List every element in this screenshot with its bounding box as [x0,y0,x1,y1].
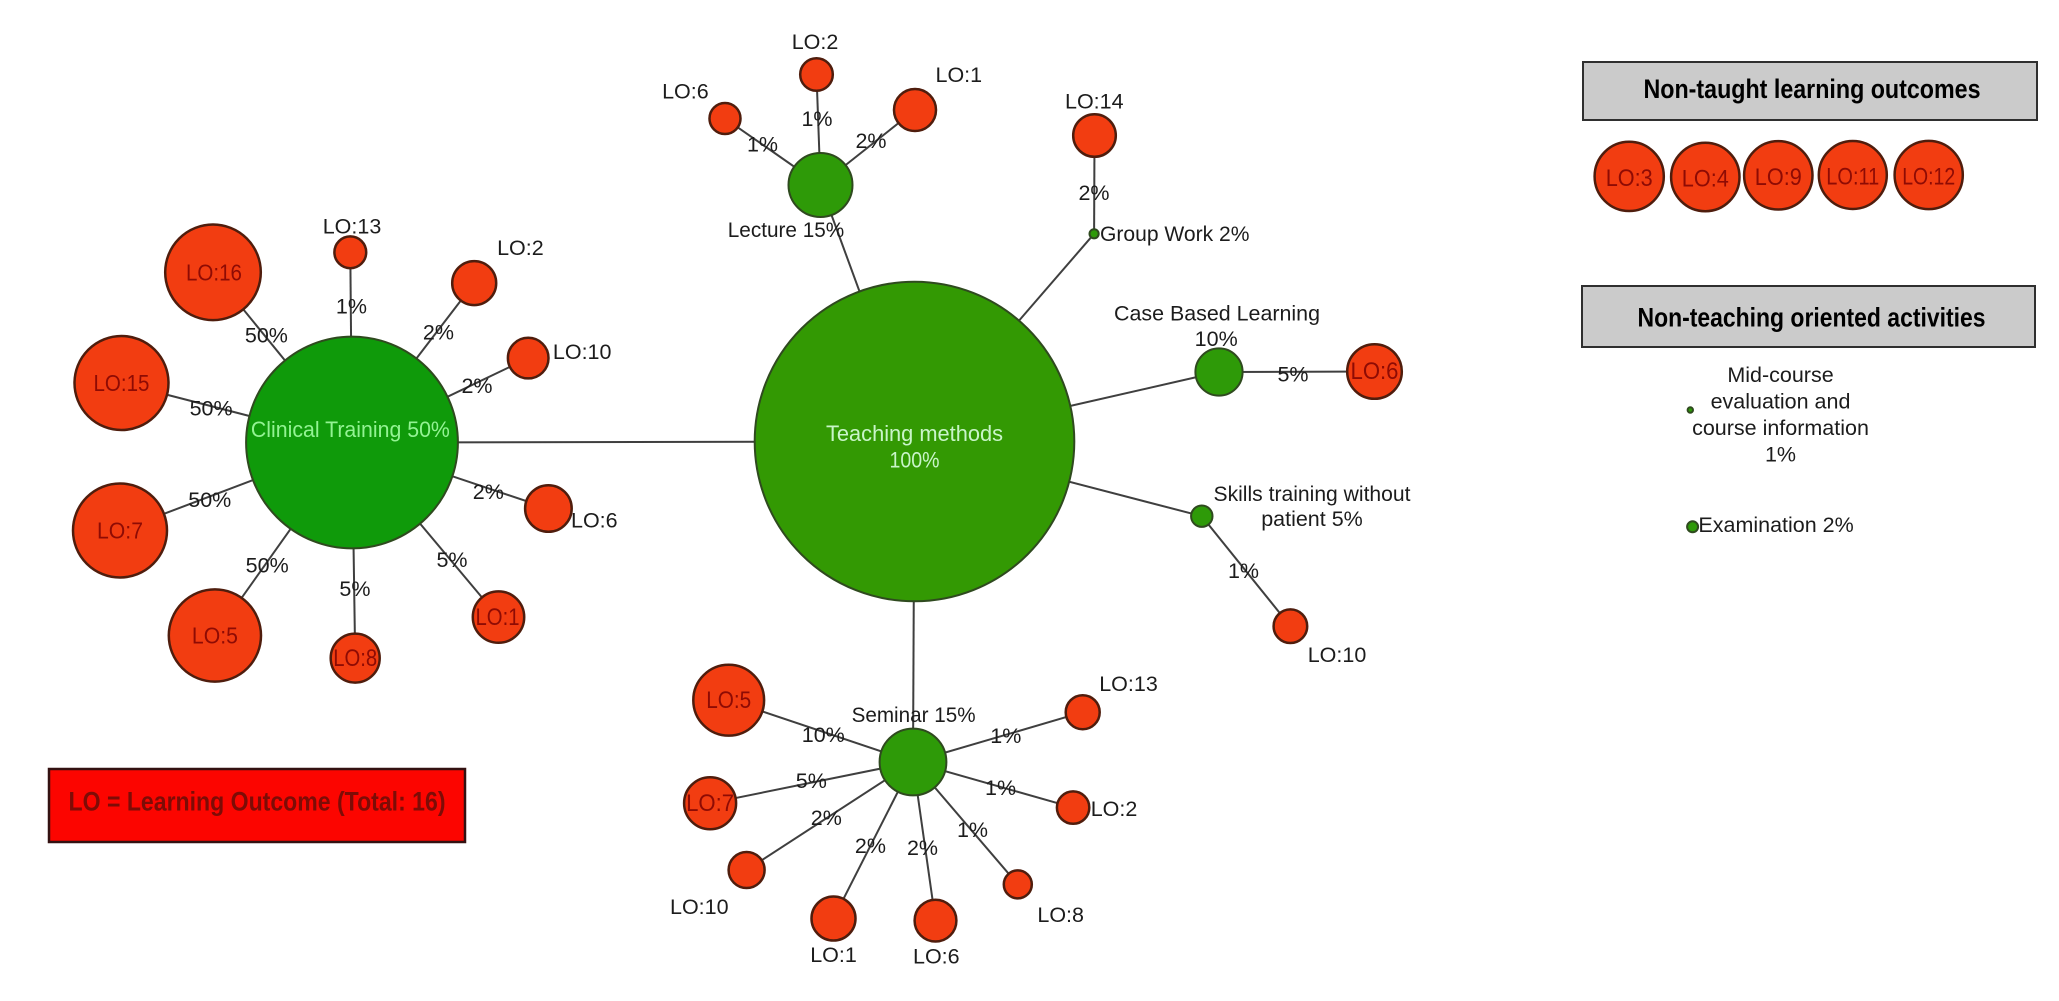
svg-text:Lecture 15%: Lecture 15% [728,218,845,242]
svg-text:2%: 2% [855,834,886,858]
svg-text:LO:8: LO:8 [1037,903,1084,927]
svg-text:LO = Learning Outcome (Total:: LO = Learning Outcome (Total: 16) [69,787,446,817]
svg-text:LO:15: LO:15 [94,370,150,396]
svg-text:Skills training without: Skills training without [1214,482,1411,506]
svg-text:LO:9: LO:9 [1755,164,1802,191]
svg-text:course information: course information [1692,416,1869,440]
svg-text:1%: 1% [801,107,832,131]
svg-text:LO:1: LO:1 [935,63,982,87]
svg-text:Examination 2%: Examination 2% [1698,513,1853,537]
svg-text:LO:16: LO:16 [186,259,242,285]
svg-text:5%: 5% [436,548,467,572]
svg-text:1%: 1% [957,818,988,842]
svg-text:5%: 5% [1277,363,1308,387]
svg-text:LO:8: LO:8 [333,645,377,672]
svg-text:1%: 1% [1228,559,1259,583]
svg-text:LO:14: LO:14 [1065,89,1124,113]
svg-text:50%: 50% [190,396,233,420]
svg-text:10%: 10% [802,723,845,747]
svg-text:2%: 2% [473,480,504,504]
svg-text:50%: 50% [246,554,289,578]
svg-text:2%: 2% [811,806,842,830]
svg-text:LO:11: LO:11 [1826,164,1879,191]
svg-text:5%: 5% [796,769,827,793]
svg-text:LO:10: LO:10 [670,895,729,919]
svg-text:LO:6: LO:6 [1351,358,1399,385]
svg-text:100%: 100% [890,448,940,473]
svg-text:LO:5: LO:5 [192,623,238,649]
svg-text:Non-teaching oriented activiti: Non-teaching oriented activities [1638,303,1986,333]
svg-text:50%: 50% [245,324,288,348]
svg-text:LO:6: LO:6 [913,944,960,968]
svg-text:50%: 50% [188,488,231,512]
svg-text:LO:10: LO:10 [1308,643,1367,667]
svg-text:LO:13: LO:13 [323,215,382,239]
svg-text:Non-taught learning outcomes: Non-taught learning outcomes [1644,74,1981,104]
svg-text:2%: 2% [1078,181,1109,205]
svg-text:2%: 2% [461,374,492,398]
svg-text:LO:10: LO:10 [553,340,612,364]
svg-text:10%: 10% [1195,327,1238,351]
svg-text:LO:6: LO:6 [571,509,618,533]
svg-text:LO:3: LO:3 [1606,165,1653,192]
svg-text:evaluation and: evaluation and [1711,390,1851,414]
svg-text:1%: 1% [747,133,778,157]
svg-text:LO:13: LO:13 [1099,672,1158,696]
svg-text:LO:5: LO:5 [706,687,751,714]
svg-text:Mid-course: Mid-course [1727,363,1833,387]
svg-text:LO:7: LO:7 [97,518,143,544]
svg-text:LO:1: LO:1 [810,943,857,967]
svg-text:LO:2: LO:2 [792,30,839,54]
svg-text:2%: 2% [907,836,938,860]
svg-text:LO:2: LO:2 [1091,797,1138,821]
svg-text:Case Based Learning: Case Based Learning [1114,302,1320,326]
svg-text:Seminar 15%: Seminar 15% [852,703,976,727]
svg-text:patient 5%: patient 5% [1261,507,1363,531]
svg-text:1%: 1% [990,724,1021,748]
svg-text:LO:1: LO:1 [476,604,520,631]
svg-text:Group Work 2%: Group Work 2% [1100,222,1250,246]
svg-text:5%: 5% [339,577,370,601]
svg-text:LO:6: LO:6 [662,80,709,104]
svg-text:LO:4: LO:4 [1682,166,1729,193]
svg-text:LO:12: LO:12 [1902,164,1955,191]
svg-text:2%: 2% [423,320,454,344]
svg-text:1%: 1% [336,294,367,318]
svg-text:2%: 2% [855,129,886,153]
svg-text:1%: 1% [985,776,1016,800]
svg-text:Clinical Training 50%: Clinical Training 50% [251,417,450,442]
svg-text:Teaching methods: Teaching methods [826,421,1003,446]
svg-text:LO:7: LO:7 [686,790,734,817]
svg-text:1%: 1% [1765,443,1796,467]
svg-text:LO:2: LO:2 [497,236,544,260]
